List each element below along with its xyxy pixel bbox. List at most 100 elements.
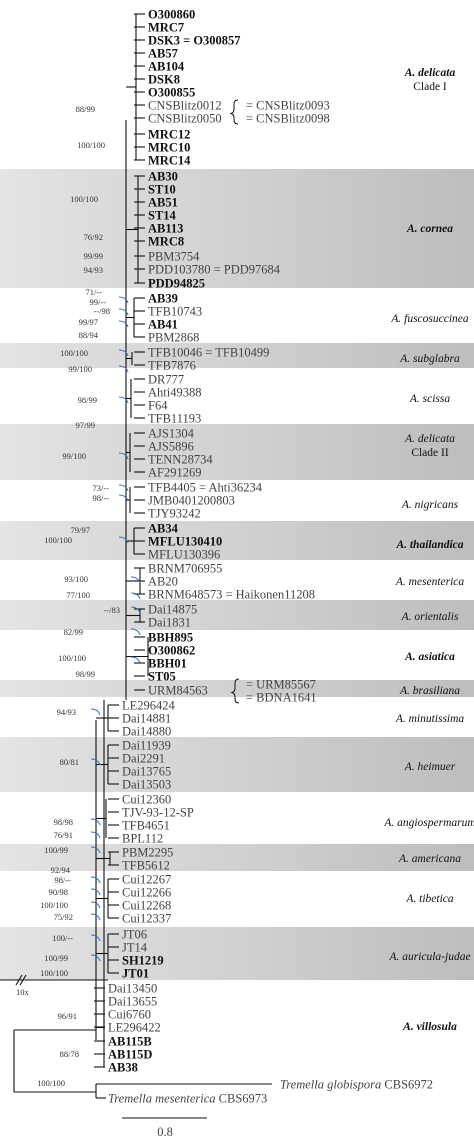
synonym-braces: = CNSBlitz0093= CNSBlitz0098 = URM85567= … <box>229 99 330 705</box>
outgroup-strain: CBS6973 <box>216 1092 268 1106</box>
taxon-label: F64 <box>148 399 168 413</box>
taxon-label: PBM2868 <box>148 331 199 345</box>
support-value: 100/100 <box>58 653 86 663</box>
scale-label: 0.8 <box>157 1125 173 1139</box>
clade-name: A. mesenterica <box>395 576 465 588</box>
clade-band <box>0 521 474 560</box>
support-value: 93/100 <box>64 574 88 584</box>
support-value: 99/100 <box>62 451 86 461</box>
support-value: 73/-- <box>92 483 109 493</box>
support-value: 100/100 <box>70 194 98 204</box>
branch-hook <box>90 901 101 909</box>
taxon-label: TFB4405 = Ahti36234 <box>148 481 263 495</box>
clade-subname: Clade II <box>411 447 449 459</box>
support-value: 76/91 <box>54 830 73 840</box>
taxon-label: JMB0401200803 <box>148 494 235 508</box>
taxon-label: Cui12268 <box>122 899 171 913</box>
clade-name: A. minutissima <box>395 713 465 725</box>
support-value: 100/100 <box>60 348 88 358</box>
support-value: 99/-- <box>89 297 106 307</box>
support-value: 79/97 <box>71 525 90 535</box>
taxon-label: AJS1304 <box>148 427 195 441</box>
clade-name: A. brasiliana <box>399 685 460 697</box>
taxon-label: PDD94825 <box>148 277 205 291</box>
clade-name: A. auricula-judae <box>388 951 470 963</box>
taxon-label: AB34 <box>148 522 179 536</box>
taxon-label: DSK3 = O300857 <box>148 34 241 48</box>
support-value: 88/94 <box>79 330 99 340</box>
support-value: 94/93 <box>84 265 103 275</box>
support-value: 100/-- <box>52 933 73 943</box>
support-value: --/83 <box>103 605 120 615</box>
taxon-label: AB115B <box>108 1035 152 1049</box>
taxon-label: Dai13765 <box>122 765 171 779</box>
taxon-label: AB39 <box>148 292 178 306</box>
branch-hook <box>130 576 141 584</box>
synonym-label: = BDNA1641 <box>246 691 317 705</box>
support-value: 88/99 <box>76 104 95 114</box>
support-value: 100/100 <box>40 900 68 910</box>
support-value: 92/94 <box>51 865 71 875</box>
taxon-label: SH1219 <box>122 954 164 968</box>
brace <box>230 678 240 704</box>
taxon-label: MRC10 <box>148 141 190 155</box>
taxon-label: CNSBlitz0050 <box>148 112 222 126</box>
branch-hook <box>130 592 141 600</box>
taxon-label: Cui12337 <box>122 912 171 926</box>
branch-hook <box>118 536 129 544</box>
taxon-label: Cui12360 <box>122 793 171 807</box>
support-value: 98/98 <box>54 817 73 827</box>
support-value: 100/99 <box>44 845 68 855</box>
taxon-label: JT14 <box>122 941 148 955</box>
taxon-label: BBH01 <box>148 657 187 671</box>
taxon-label: DSK8 <box>148 73 180 87</box>
support-value: 99/97 <box>79 317 98 327</box>
taxon-label: TENN28734 <box>148 453 213 467</box>
branch-hook <box>90 831 101 839</box>
taxon-label: TFB10046 = TFB10499 <box>148 346 269 360</box>
taxon-label: PBM3754 <box>148 250 200 264</box>
branch-hook <box>118 396 129 404</box>
clade-name: A. fuscosuccinea <box>390 313 469 325</box>
support-value: 90/98 <box>49 887 68 897</box>
clade-labels: A. delicata Clade I A. cornea A. fuscosucci… <box>383 67 474 1033</box>
brace <box>229 99 239 125</box>
taxon-label: JT01 <box>122 967 149 981</box>
taxon-label: O300860 <box>148 8 195 22</box>
outgroup-strain: CBS6972 <box>381 1078 433 1092</box>
taxon-label: PDD103780 = PDD97684 <box>148 263 281 277</box>
support-value: 98/-- <box>54 875 71 885</box>
taxon-label: AB104 <box>148 60 185 74</box>
taxon-label: BRNM706955 <box>148 562 222 576</box>
taxon-label: URM84563 <box>148 684 208 698</box>
branch-hook <box>118 320 129 328</box>
clade-name: A. americana <box>398 853 461 865</box>
taxon-label: Cui12267 <box>122 873 171 887</box>
taxon-label: Dai14881 <box>122 712 171 726</box>
clade-band <box>0 169 474 288</box>
branch-hook <box>90 913 101 921</box>
taxon-label: TFB11193 <box>148 412 201 426</box>
taxon-label: AB20 <box>148 575 178 589</box>
branch-hook <box>90 708 101 716</box>
taxon-label: TJV-93-12-SP <box>122 806 194 820</box>
clade-band <box>0 600 474 630</box>
taxon-label: AB30 <box>148 170 178 184</box>
taxon-label: AF291269 <box>148 466 201 480</box>
taxon-label: AB113 <box>148 222 183 236</box>
branch-hook <box>90 888 101 896</box>
clade-band <box>0 680 474 697</box>
taxon-label: Dai14880 <box>122 725 171 739</box>
taxon-label: LE296422 <box>108 1021 161 1035</box>
taxon-label: TFB5612 <box>122 859 170 873</box>
clade-name: A. subglabra <box>399 353 460 365</box>
support-value: 100/99 <box>44 953 68 963</box>
support-value: 82/99 <box>64 627 83 637</box>
support-value: 77/100 <box>66 590 90 600</box>
taxon-label: JT06 <box>122 928 147 942</box>
branch-hook <box>90 818 101 826</box>
support-value: 80/81 <box>60 757 79 767</box>
taxon-label: ST05 <box>148 670 176 684</box>
clade-name: A. delicata <box>404 433 455 445</box>
clade-name: A. scissa <box>409 393 451 405</box>
